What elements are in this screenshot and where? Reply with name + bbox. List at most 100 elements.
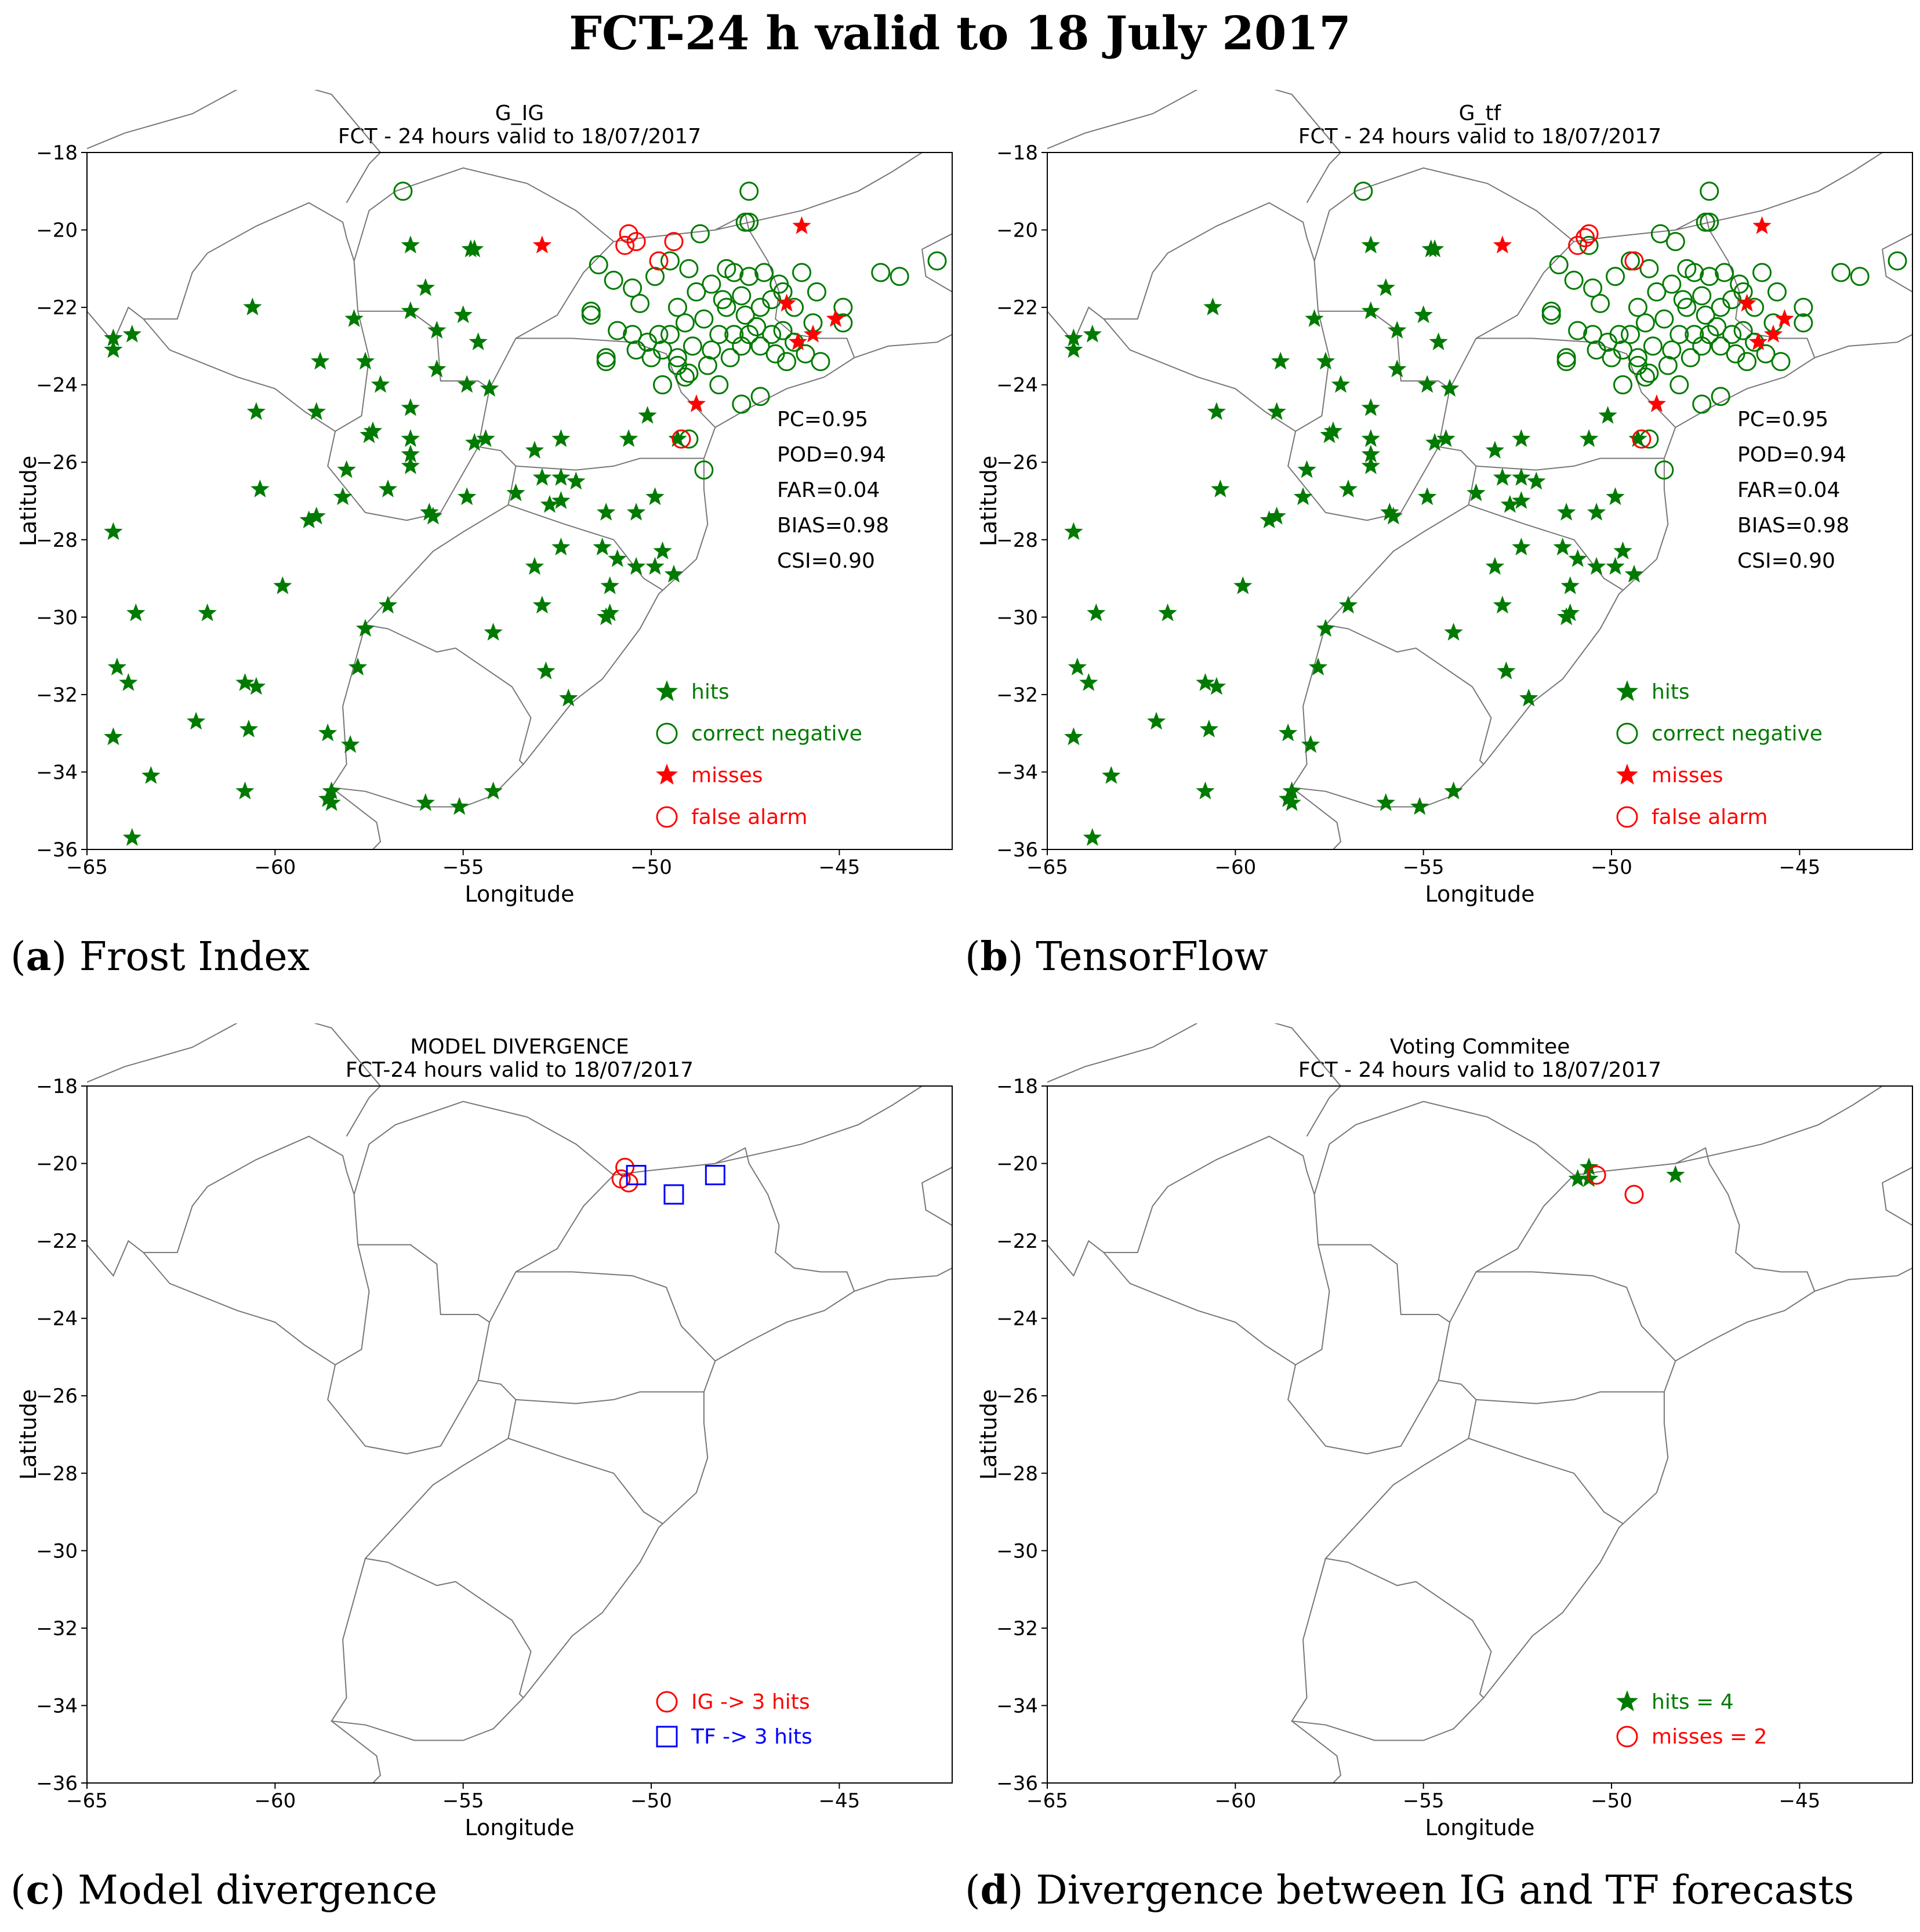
legend-label: misses bbox=[1652, 764, 1723, 787]
point-correct-negative bbox=[1737, 352, 1757, 372]
point-hits bbox=[1305, 309, 1324, 327]
point-correct-negative bbox=[807, 282, 826, 302]
point-hits bbox=[1560, 576, 1580, 594]
point-hits bbox=[1560, 603, 1580, 622]
point-hits bbox=[1203, 297, 1222, 315]
y-tick-label: −20 bbox=[996, 219, 1038, 242]
point-hits bbox=[401, 398, 420, 416]
point-false-alarm bbox=[672, 429, 691, 449]
map-border-line bbox=[489, 1174, 614, 1323]
caption-text: Model divergence bbox=[78, 1868, 438, 1913]
map-border-line bbox=[364, 1379, 532, 1698]
point-false-alarm bbox=[1632, 429, 1652, 449]
point-hits bbox=[1512, 429, 1531, 447]
y-tick-label: −26 bbox=[36, 1385, 78, 1408]
point-hits bbox=[1485, 557, 1505, 575]
caption-text: Frost Index bbox=[79, 934, 310, 980]
stat-label: FAR=0.04 bbox=[1737, 478, 1840, 502]
map-border-line bbox=[1324, 446, 1492, 765]
caption-text: Divergence between IG and TF forecasts bbox=[1036, 1868, 1854, 1913]
x-tick-label: −65 bbox=[1026, 856, 1068, 879]
point-tf-3-hits bbox=[626, 1165, 647, 1186]
x-tick-label: −60 bbox=[254, 1789, 296, 1813]
point-ig-3-hits bbox=[615, 1157, 635, 1177]
point-correct-negative bbox=[739, 181, 759, 201]
map-border-line bbox=[86, 90, 382, 204]
point-hits bbox=[1361, 456, 1380, 474]
point-correct-negative bbox=[717, 297, 736, 317]
point-correct-negative bbox=[732, 286, 752, 306]
map-border-line bbox=[1287, 311, 1439, 521]
page-title: FCT-24 h valid to 18 July 2017 bbox=[569, 6, 1351, 60]
point-correct-negative bbox=[709, 375, 729, 395]
point-correct-negative bbox=[1620, 325, 1640, 344]
point-hits-4 bbox=[1666, 1165, 1685, 1183]
map-border-line bbox=[1675, 1085, 1883, 1164]
plot-frame bbox=[86, 152, 953, 850]
point-correct-negative bbox=[698, 355, 717, 375]
panel-tensorflow: G_tf FCT - 24 hours valid to 18/07/2017 −6… bbox=[960, 90, 1920, 989]
y-tick-label: −32 bbox=[996, 684, 1038, 707]
data-points bbox=[104, 181, 947, 846]
map-border-line bbox=[714, 357, 855, 428]
point-hits bbox=[600, 576, 619, 594]
point-hits bbox=[1361, 429, 1380, 447]
point-hits bbox=[416, 278, 435, 296]
point-hits bbox=[532, 467, 552, 486]
data-points bbox=[611, 1157, 725, 1205]
point-correct-negative bbox=[773, 321, 793, 340]
point-hits bbox=[1199, 720, 1219, 738]
point-hits bbox=[1388, 321, 1407, 339]
point-hits bbox=[540, 495, 560, 513]
stat-label: PC=0.95 bbox=[777, 408, 868, 431]
point-misses bbox=[1493, 235, 1512, 253]
point-hits bbox=[619, 429, 638, 447]
point-correct-negative bbox=[1564, 270, 1584, 290]
point-hits bbox=[273, 576, 292, 594]
map-border-line bbox=[327, 311, 479, 521]
point-hits bbox=[122, 828, 141, 846]
point-false-alarm bbox=[615, 235, 635, 255]
point-correct-negative bbox=[1568, 321, 1588, 340]
point-misses bbox=[803, 324, 823, 343]
y-tick-label: −36 bbox=[36, 1772, 78, 1795]
point-hits bbox=[551, 538, 571, 555]
y-tick-label: −28 bbox=[36, 1462, 78, 1486]
point-hits bbox=[551, 429, 571, 447]
point-correct-negative bbox=[724, 263, 744, 282]
point-hits bbox=[1316, 351, 1335, 370]
map-border-line bbox=[854, 334, 953, 358]
y-tick-label: −22 bbox=[36, 296, 78, 319]
point-correct-negative bbox=[1665, 232, 1685, 252]
point-correct-negative bbox=[660, 251, 680, 271]
map-border-line bbox=[1324, 1379, 1492, 1698]
point-hits bbox=[246, 677, 266, 695]
map-border-line bbox=[86, 1240, 336, 1366]
y-tick-label: −22 bbox=[996, 296, 1038, 319]
map-border-line bbox=[921, 1167, 953, 1226]
point-correct-negative bbox=[1685, 263, 1704, 282]
point-hits bbox=[340, 735, 360, 753]
point-hits bbox=[1211, 480, 1230, 497]
y-axis-label: Latitude bbox=[976, 1389, 1001, 1480]
point-hits bbox=[458, 487, 477, 506]
map-border-line bbox=[1047, 1240, 1296, 1366]
point-hits bbox=[239, 720, 259, 738]
point-correct-negative bbox=[1541, 302, 1561, 321]
point-correct-negative bbox=[1662, 274, 1682, 294]
stat-label: POD=0.94 bbox=[777, 443, 886, 467]
point-hits bbox=[187, 711, 206, 730]
point-hits bbox=[401, 456, 420, 474]
point-misses bbox=[532, 235, 552, 253]
point-hits bbox=[1279, 789, 1298, 807]
legend-label: false alarm bbox=[691, 805, 807, 829]
point-false-alarm bbox=[649, 251, 669, 271]
y-tick-label: −22 bbox=[36, 1230, 78, 1253]
point-hits bbox=[1557, 607, 1576, 626]
point-correct-negative bbox=[750, 387, 770, 406]
point-correct-negative bbox=[1722, 325, 1742, 344]
point-correct-negative bbox=[1643, 336, 1663, 356]
caption-a: (a) Frost Index bbox=[10, 934, 310, 980]
y-tick-label: −34 bbox=[996, 1694, 1038, 1717]
x-tick-label: −60 bbox=[1214, 856, 1256, 879]
